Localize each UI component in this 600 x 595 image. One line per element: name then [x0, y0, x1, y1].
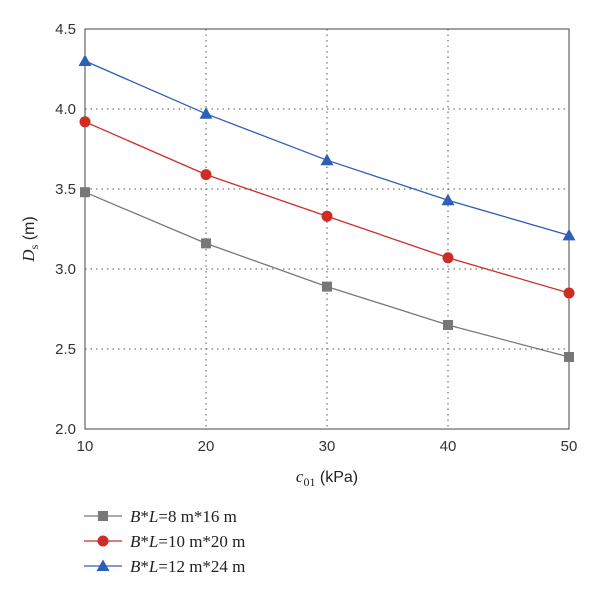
x-axis-unit: (kPa)	[315, 469, 358, 486]
data-point	[199, 107, 213, 119]
legend-marker	[97, 535, 109, 547]
data-point	[200, 169, 212, 181]
data-point	[320, 153, 334, 166]
x-axis-symbol: c	[296, 467, 304, 486]
series-2	[79, 116, 575, 299]
y-tick-label: 4.0	[55, 101, 76, 118]
y-axis-unit: (m)	[21, 216, 38, 244]
legend-marker	[98, 511, 108, 521]
y-tick-label: 3.0	[55, 261, 76, 278]
x-tick-label: 40	[440, 438, 457, 455]
series-1	[80, 187, 574, 362]
legend-label: B*L=10 m*20 m	[130, 532, 245, 551]
x-axis-subscript: 01	[303, 475, 315, 489]
legend-label: B*L=8 m*16 m	[130, 507, 237, 526]
y-tick-label: 4.5	[55, 21, 76, 38]
series-line	[84, 121, 570, 294]
legend-label: B*L=12 m*24 m	[130, 557, 245, 576]
data-point	[78, 54, 92, 66]
y-axis-ticks: 2.0 2.5 3.0 3.5 4.0 4.5	[55, 21, 76, 438]
y-axis-subscript: s	[27, 244, 41, 249]
x-axis-ticks: 10 20 30 40 50	[77, 438, 578, 455]
y-tick-label: 2.0	[55, 421, 76, 438]
x-tick-label: 50	[561, 438, 578, 455]
data-point	[564, 352, 574, 362]
data-point	[441, 193, 455, 206]
x-tick-label: 20	[198, 438, 215, 455]
data-point	[442, 252, 454, 264]
y-axis-symbol: D	[19, 249, 38, 263]
series-3	[78, 54, 576, 241]
data-point	[80, 187, 90, 198]
data-point	[201, 238, 211, 249]
legend: B*L=8 m*16 m B*L=10 m*20 m B*L=12 m*24 m	[84, 507, 245, 576]
grid	[85, 29, 569, 429]
legend-marker	[96, 559, 110, 571]
data-point	[562, 228, 576, 241]
x-tick-label: 10	[77, 438, 94, 455]
y-axis-label: Ds (m)	[19, 216, 41, 262]
data-point	[79, 116, 91, 128]
legend-item: B*L=8 m*16 m	[84, 507, 237, 526]
y-tick-label: 3.5	[55, 181, 76, 198]
plot-frame	[84, 28, 570, 430]
series-line	[84, 60, 570, 237]
data-point	[322, 281, 332, 292]
data-point	[443, 320, 453, 330]
data-point	[563, 287, 575, 299]
series-group	[78, 54, 576, 362]
y-tick-label: 2.5	[55, 341, 76, 358]
legend-item: B*L=10 m*20 m	[84, 532, 245, 551]
x-axis-label: c01 (kPa)	[296, 467, 358, 489]
legend-item: B*L=12 m*24 m	[84, 557, 245, 576]
x-tick-label: 30	[319, 438, 336, 455]
data-point	[321, 210, 333, 222]
